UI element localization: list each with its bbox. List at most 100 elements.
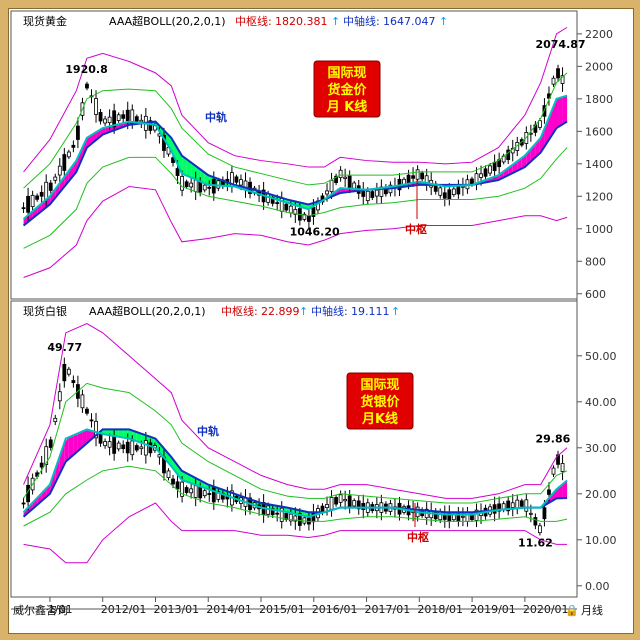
gold-candle-body-102 <box>483 168 488 177</box>
gold-candle-body-73 <box>352 182 357 189</box>
gold-candle-body-63 <box>307 215 311 222</box>
silver-candle-body-32 <box>166 470 171 479</box>
silver-band-fill-22 <box>123 429 128 439</box>
silver-candle-body-116 <box>547 489 551 495</box>
gold-candle-body-14 <box>85 83 89 89</box>
gold-candle-body-104 <box>492 161 497 171</box>
silver-candle-body-7 <box>53 417 58 423</box>
silver-ytick-label-2: 20.00 <box>585 488 617 501</box>
silver-band-fill-31 <box>163 448 169 463</box>
silver-candle-body-115 <box>542 507 547 520</box>
silver-pivot-line <box>22 428 568 518</box>
gold-title-box-bg <box>313 60 381 118</box>
silver-candle-body-9 <box>62 363 67 382</box>
gold-lower-band-line <box>23 186 568 278</box>
gold-title-line-3: 月 K线 <box>326 99 368 115</box>
gold-pivot-line <box>22 94 568 220</box>
gold-candle-body-40 <box>202 184 207 191</box>
silver-axis-value: 19.111 <box>351 305 390 318</box>
silver-candle-body-56 <box>275 512 280 515</box>
silver-band-fill-21 <box>118 429 124 438</box>
silver-band-fill-20 <box>114 429 119 437</box>
gold-candle-body-5 <box>44 181 49 201</box>
gold-candle-body-101 <box>479 173 483 178</box>
gold-candle-body-93 <box>442 192 447 199</box>
gold-candle-body-47 <box>234 176 239 183</box>
silver-band-fill-33 <box>173 459 178 475</box>
silver-candle-body-111 <box>524 499 529 512</box>
silver-candle-body-107 <box>506 500 511 512</box>
gold-candle-body-58 <box>284 203 289 211</box>
gold-candle-body-7 <box>53 176 58 181</box>
silver-candle-body-74 <box>356 500 361 510</box>
silver-candle-body-108 <box>510 502 515 508</box>
gold-band-fill-8 <box>59 176 65 193</box>
silver-candle-body-113 <box>533 517 538 526</box>
gold-candle-body-62 <box>302 213 307 220</box>
gold-candle-body-25 <box>134 116 139 122</box>
gold-candle-body-38 <box>193 179 198 192</box>
silver-ytick-label-5: 50.00 <box>585 350 617 363</box>
gold-candle-body-117 <box>551 77 556 85</box>
gold-band-fill-119 <box>562 95 568 125</box>
silver-band-fill-24 <box>132 430 137 442</box>
gold-band-fill-0 <box>23 215 29 226</box>
gold-candle-body-87 <box>415 169 420 180</box>
gold-band-fill-118 <box>558 96 563 128</box>
silver-candle-body-97 <box>461 515 465 518</box>
gold-candle-body-69 <box>334 175 338 184</box>
gold-candle-body-71 <box>343 176 348 179</box>
gold-axis-label: 中轴线: <box>343 14 380 28</box>
gold-band-fill-11 <box>73 157 78 176</box>
silver-candle-body-110 <box>519 500 524 507</box>
gold-candle-body-37 <box>189 182 194 188</box>
gold-candle-body-107 <box>506 149 511 160</box>
silver-candle-body-19 <box>107 441 112 448</box>
silver-candle-body-37 <box>189 488 194 494</box>
silver-band-fill-34 <box>177 465 183 481</box>
lock-icon[interactable]: 🔒 <box>565 604 579 617</box>
silver-band-fill-19 <box>109 429 115 436</box>
silver-candle-body-15 <box>89 419 94 422</box>
silver-candle-body-59 <box>288 513 293 522</box>
silver-band-fill-7 <box>55 455 60 483</box>
silver-candle-body-23 <box>125 441 130 454</box>
gold-plot: 600 800 1000 1200 1400 1600 1800 2000 2200 1920.8… <box>21 26 613 301</box>
gold-indicator: AAA超BOLL(20,2,0,1) <box>109 14 226 28</box>
gold-value-label-0: 1920.8 <box>65 63 107 76</box>
gold-candle-body-23 <box>125 109 130 121</box>
gold-candle-body-9 <box>62 154 67 171</box>
period-label[interactable]: 月线 <box>581 603 603 617</box>
gold-ytick-label-1: 800 <box>585 255 606 268</box>
gold-candle-body-41 <box>207 186 212 189</box>
gold-candle-body-119 <box>560 75 565 84</box>
gold-candle-body-56 <box>275 202 280 204</box>
silver-candle-body-13 <box>80 394 85 409</box>
silver-band-fill-117 <box>553 487 559 501</box>
silver-candle-body-4 <box>39 462 44 468</box>
gold-candle-body-114 <box>538 120 542 128</box>
silver-lower-band-line <box>23 502 568 564</box>
silver-candle-body-54 <box>266 505 271 515</box>
silver-candle-body-118 <box>556 454 560 465</box>
gold-candle-body-67 <box>325 190 329 195</box>
gold-up-arrow-icon: ↑ <box>331 15 340 28</box>
silver-candle-body-14 <box>85 408 89 414</box>
silver-band-fill-2 <box>32 497 38 509</box>
chart-frame: 现货黄金 AAA超BOLL(20,2,0,1) 中枢线: 1820.381 ↑ … <box>8 8 634 634</box>
silver-candle-body-60 <box>293 515 298 522</box>
silver-candle-body-41 <box>207 493 212 495</box>
gold-band-fill-1 <box>28 211 33 222</box>
gold-candle-body-21 <box>116 114 121 121</box>
silver-inner-upper-band-line <box>23 382 568 504</box>
silver-header: 现货白银 AAA超BOLL(20,2,0,1) 中枢线: 22.899 ↑ 中轴… <box>23 304 400 318</box>
silver-candle-body-20 <box>112 436 117 454</box>
gold-candle-body-95 <box>451 188 456 196</box>
silver-candle-body-61 <box>297 513 302 526</box>
silver-band-fill-119 <box>562 480 568 499</box>
silver-band-fill-9 <box>64 437 69 465</box>
silver-candle-body-22 <box>121 444 126 450</box>
gold-candle-body-16 <box>94 98 98 115</box>
silver-candle-body-35 <box>180 481 184 497</box>
silver-axis-label: 中轴线: <box>311 304 348 318</box>
